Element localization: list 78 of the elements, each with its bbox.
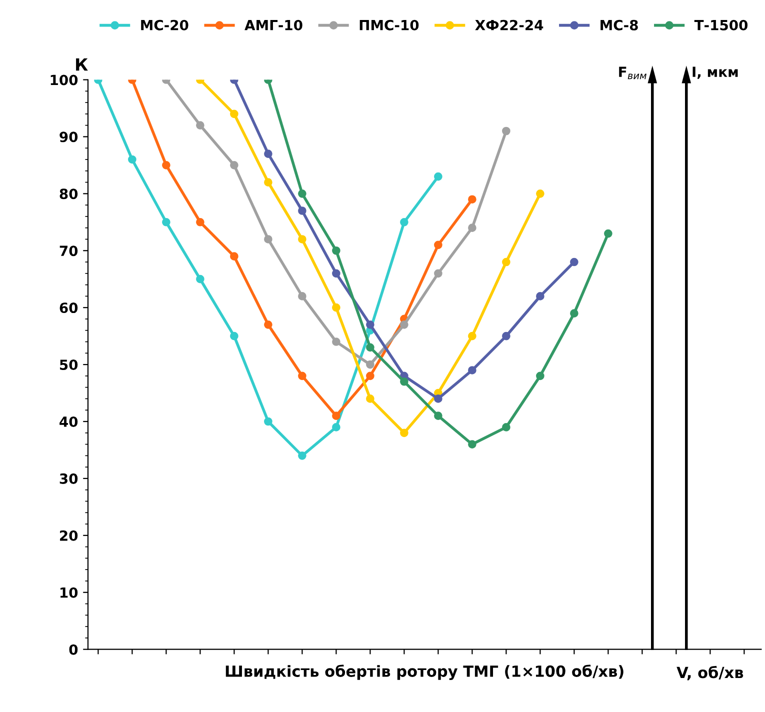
point [162,161,170,170]
y-tick-label: 90 [60,132,78,142]
point [196,121,204,130]
point [298,189,306,198]
point [332,269,340,278]
point [468,366,476,374]
point [196,274,204,284]
point [366,360,374,369]
point [400,218,408,226]
point [332,423,340,432]
legend-label: Т-1500 [694,20,748,30]
legend-label: ПМС-10 [360,20,419,30]
y-tick-label: 70 [60,246,78,256]
point [196,218,204,226]
point [434,412,442,420]
y-tick-label: 20 [60,530,78,541]
point [536,292,544,300]
point [264,150,272,158]
text: F$_{вим}$ [619,66,646,80]
point [298,235,306,244]
point [298,206,306,215]
y-tick-label: 60 [60,302,78,314]
legend-label: МС-20 [141,20,188,30]
point [298,292,306,300]
point [298,452,306,460]
point [264,417,272,426]
point [502,332,510,340]
y-axis-title: К [76,58,88,71]
point [400,428,408,438]
legend-label: ХФ22-24 [475,20,544,30]
point [264,320,272,329]
point [366,343,374,352]
point [570,309,578,318]
point [536,189,544,198]
y-tick-label: 100 [50,74,78,86]
point [366,372,374,380]
point [264,178,272,186]
point [536,372,544,380]
point [366,320,374,329]
point [468,440,476,448]
y-tick-label: 30 [60,473,78,484]
legend-label: МС-8 [600,20,638,30]
point [332,303,340,312]
point [434,172,442,181]
point [128,155,136,164]
point [230,252,238,260]
legend-label: АМГ-10 [244,20,302,30]
point [332,338,340,346]
y-tick-label: 80 [60,188,78,200]
point [332,412,340,420]
point [502,423,510,432]
point [604,229,612,238]
point [502,258,510,266]
point [468,195,476,204]
point [434,269,442,278]
point [332,246,340,255]
point [434,240,442,250]
point [400,377,408,386]
point [162,218,170,226]
y-tick-label: 10 [60,587,78,598]
y-tick-label: 40 [60,416,78,427]
point [434,394,442,403]
point [298,372,306,380]
text: I, мкм [692,66,738,79]
y-tick-label: 0 [69,644,78,655]
text: V, об/хв [676,666,744,680]
point [570,258,578,266]
point [468,332,476,340]
point [502,126,510,136]
y-tick-label: 50 [60,360,78,370]
point [230,332,238,340]
point [230,110,238,118]
x-axis-title: Швидкість обертів ротору ТМГ (1×100 об/хв) [226,664,624,680]
point [400,320,408,329]
point [230,161,238,170]
point [264,235,272,244]
point [366,394,374,403]
point [468,224,476,232]
